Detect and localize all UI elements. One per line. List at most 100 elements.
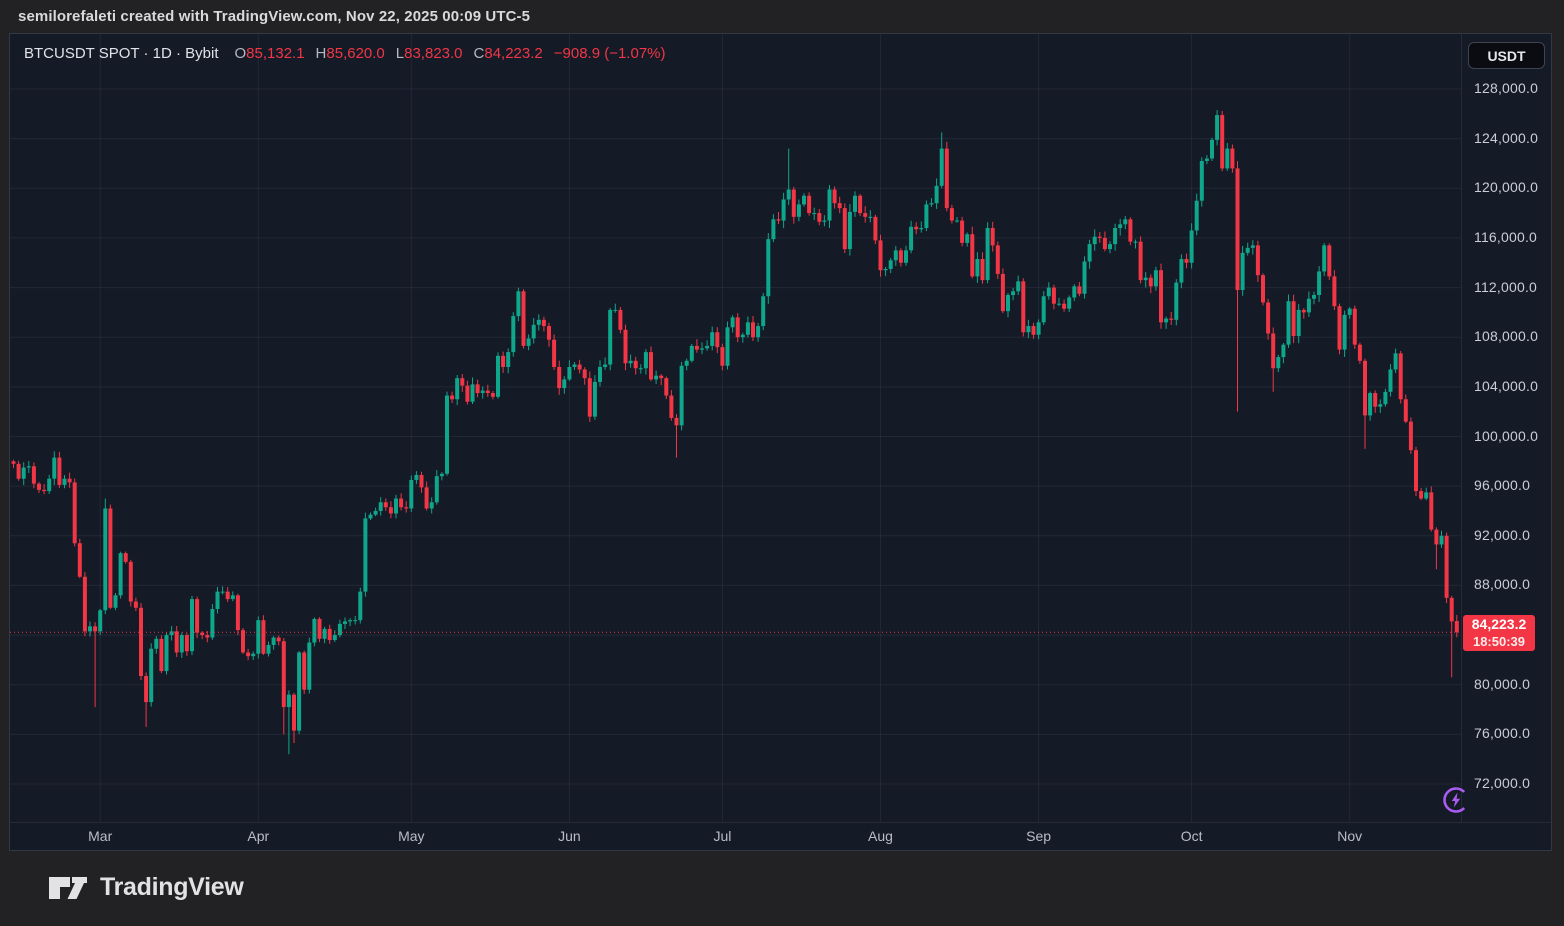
- candle-body: [337, 623, 342, 636]
- candle-body: [230, 595, 235, 600]
- candle-body: [210, 609, 215, 638]
- candle-body: [1113, 228, 1118, 245]
- candle-body: [1373, 393, 1378, 407]
- price-axis[interactable]: 128,000.0 124,000.0 120,000.0 116,000.0 112,…: [1461, 34, 1551, 822]
- ohlc-high: H85,620.0: [315, 45, 385, 62]
- candle-body: [1352, 308, 1357, 345]
- candle-body: [317, 618, 322, 639]
- candle-body: [47, 478, 52, 492]
- candle-body: [445, 395, 449, 474]
- candle-body: [1133, 241, 1138, 243]
- candle-body: [312, 618, 317, 643]
- candle-body: [705, 345, 710, 349]
- candle-body: [516, 291, 521, 317]
- candle-body: [761, 296, 766, 327]
- candle-body: [1179, 259, 1184, 283]
- candle-body: [536, 319, 541, 325]
- candle-body: [169, 631, 174, 636]
- candle-body: [853, 195, 857, 212]
- tradingview-logo-icon: [49, 876, 87, 899]
- candle-body: [1204, 158, 1209, 161]
- candle-body: [388, 507, 393, 514]
- candle-body: [266, 645, 271, 654]
- tradingview-logo-text: TradingView: [100, 873, 244, 901]
- attribution-bar: semilorefaleti created with TradingView.…: [18, 8, 531, 25]
- candle-body: [547, 326, 551, 340]
- candle-body: [139, 607, 143, 677]
- candle-body: [822, 220, 827, 222]
- candle-body: [511, 316, 516, 353]
- candle-body: [67, 478, 72, 483]
- candle-body: [480, 390, 485, 394]
- candle-body: [1011, 291, 1016, 296]
- candle-body: [1036, 322, 1041, 335]
- candle-body: [827, 189, 832, 221]
- candle-body: [251, 653, 256, 657]
- candle-body: [348, 620, 353, 622]
- candle-body: [1363, 360, 1367, 416]
- candle-body: [1153, 270, 1158, 287]
- candle-body: [1164, 318, 1169, 323]
- candle-body: [327, 628, 332, 641]
- candle-body: [995, 245, 1000, 274]
- candlestick-chart[interactable]: [10, 34, 1461, 822]
- candle-body: [235, 595, 240, 631]
- candle-body: [990, 228, 995, 246]
- candle-body: [725, 327, 730, 366]
- candle-body: [1210, 139, 1214, 159]
- candle-body: [618, 309, 623, 330]
- price-tick-label: 108,000.0: [1474, 328, 1539, 345]
- candle-body: [1092, 236, 1097, 245]
- candle-body: [710, 332, 715, 346]
- candle-body: [751, 322, 755, 338]
- candle-body: [603, 364, 608, 367]
- candle-body: [88, 626, 92, 632]
- candle-body: [434, 476, 439, 503]
- candle-body: [358, 591, 363, 621]
- candle-body: [1174, 282, 1179, 320]
- candle-body: [82, 576, 87, 632]
- candle-body: [776, 219, 781, 221]
- candle-body: [694, 345, 699, 350]
- candle-body: [455, 378, 460, 400]
- candle-body: [1235, 168, 1240, 291]
- candle-body: [1368, 393, 1373, 416]
- candle-body: [929, 203, 934, 205]
- candle-body: [1327, 245, 1332, 277]
- current-price-label: 84,223.2 18:50:39: [1463, 615, 1535, 652]
- candle-body: [781, 199, 786, 221]
- price-tick-label: 120,000.0: [1474, 179, 1539, 196]
- candle-body: [802, 195, 806, 205]
- current-price-value: 84,223.2: [1471, 616, 1527, 633]
- candle-body: [700, 348, 704, 350]
- month-label: Jun: [558, 828, 581, 844]
- candle-body: [745, 322, 750, 335]
- candle-body: [592, 381, 597, 417]
- candle-body: [1000, 273, 1005, 312]
- tradingview-logo[interactable]: TradingView: [48, 873, 244, 903]
- candle-body: [1383, 391, 1388, 405]
- price-tick-label: 72,000.0: [1474, 775, 1531, 791]
- candle-body: [1296, 309, 1301, 336]
- currency-toggle-button[interactable]: USDT: [1468, 42, 1545, 69]
- candle-body: [1169, 318, 1174, 320]
- candle-body: [1194, 200, 1199, 231]
- candle-body: [715, 332, 720, 348]
- candle-body: [1102, 237, 1107, 250]
- candle-body: [1342, 314, 1347, 350]
- lightning-boost-icon[interactable]: [1442, 786, 1470, 814]
- candle-body: [577, 364, 582, 370]
- symbol-title[interactable]: BTCUSDT SPOT · 1D · Bybit: [24, 45, 219, 62]
- candle-body: [649, 352, 653, 380]
- candle-body: [42, 489, 47, 492]
- candle-body: [1424, 492, 1429, 499]
- candle-body: [220, 591, 225, 593]
- candle-body: [373, 510, 378, 515]
- candle-body: [1159, 270, 1163, 323]
- candle-body: [1041, 296, 1046, 323]
- candle-body: [164, 635, 169, 672]
- price-tick-label: 100,000.0: [1474, 427, 1539, 444]
- time-axis[interactable]: Mar Apr May Jun Jul Aug Sep Oct Nov: [10, 822, 1551, 850]
- candle-body: [689, 345, 694, 361]
- candle-body: [868, 216, 873, 218]
